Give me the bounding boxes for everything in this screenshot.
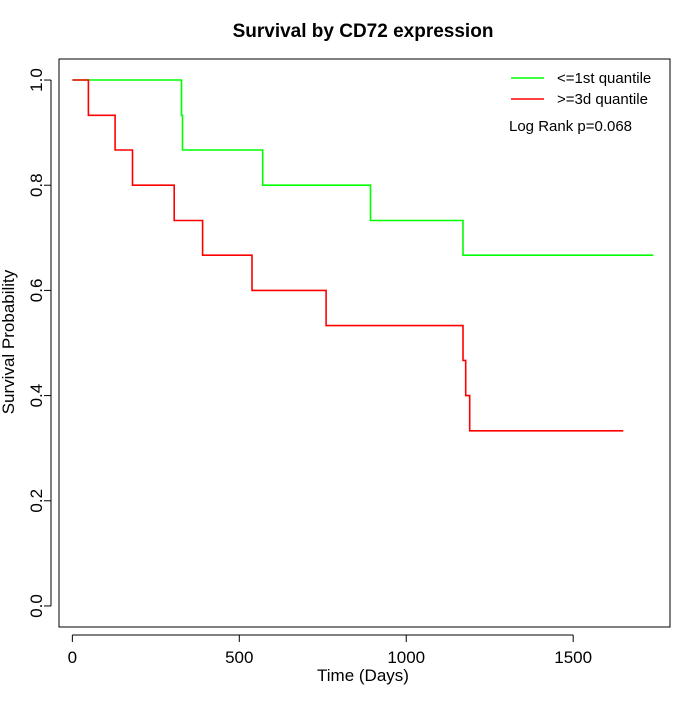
y-tick-label: 1.0 xyxy=(27,68,46,92)
log-rank-annotation: Log Rank p=0.068 xyxy=(509,118,632,135)
y-tick-label: 0.0 xyxy=(27,594,46,618)
x-axis-label: Time (Days) xyxy=(317,666,409,685)
y-tick-label: 0.2 xyxy=(27,489,46,513)
chart-title: Survival by CD72 expression xyxy=(233,21,494,42)
y-tick-label: 0.6 xyxy=(27,279,46,303)
series-low-expression-line xyxy=(72,79,654,256)
x-tick-label: 0 xyxy=(68,648,77,667)
plot-frame xyxy=(58,58,671,628)
x-tick-label: 500 xyxy=(225,648,253,667)
y-axis-label: Survival Probability xyxy=(0,269,18,414)
y-tick-label: 0.8 xyxy=(27,173,46,197)
legend-label: <=1st quantile xyxy=(557,70,651,87)
legend-label: >=3d quantile xyxy=(557,91,648,108)
series-high-expression-line xyxy=(72,79,624,432)
plot-layer: 0 500 1000 1500 0.0 0.2 0.4 0.6 0.8 1.0 <=1st quan… xyxy=(27,58,671,667)
y-tick-label: 0.4 xyxy=(27,384,46,408)
x-tick-label: 1500 xyxy=(554,648,592,667)
x-tick-label: 1000 xyxy=(387,648,425,667)
